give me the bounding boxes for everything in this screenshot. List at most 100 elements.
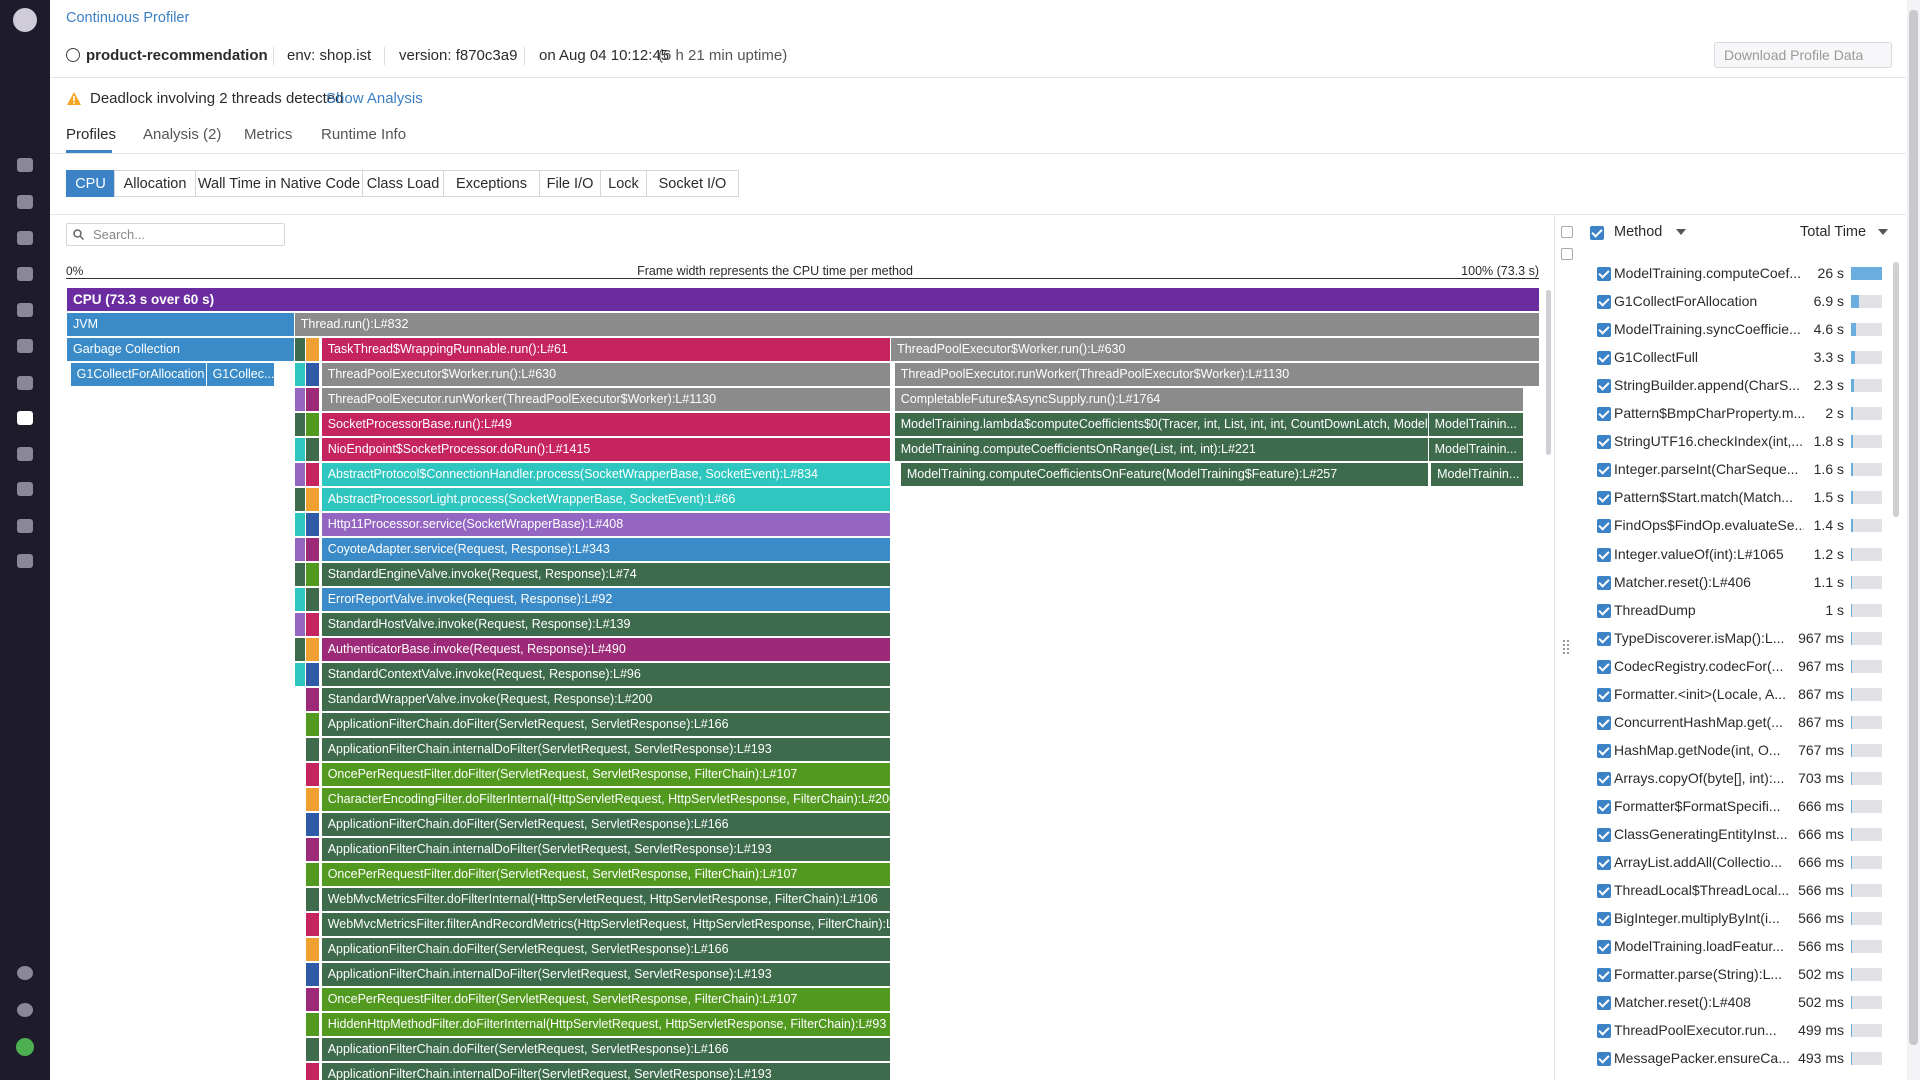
flame-frame[interactable]: StandardWrapperValve.invoke(Request, Res…: [321, 688, 891, 711]
method-checkbox[interactable]: [1597, 884, 1611, 899]
logo[interactable]: [13, 8, 37, 32]
flame-frame[interactable]: ThreadPoolExecutor.runWorker(ThreadPoolE…: [894, 363, 1540, 386]
method-header[interactable]: Method: [1614, 224, 1663, 240]
method-row[interactable]: ThreadLocal$ThreadLocal... 566 ms: [1590, 877, 1890, 905]
profile-type-button[interactable]: CPU: [66, 170, 115, 197]
method-row[interactable]: ThreadDump 1 s: [1590, 597, 1890, 625]
method-row[interactable]: ConcurrentHashMap.get(... 867 ms: [1590, 709, 1890, 737]
method-checkbox[interactable]: [1597, 996, 1611, 1011]
flame-frame[interactable]: StandardContextValve.invoke(Request, Res…: [321, 663, 891, 686]
method-checkbox[interactable]: [1597, 547, 1611, 562]
nav-icon[interactable]: [17, 339, 33, 353]
profile-type-button[interactable]: Exceptions: [443, 170, 540, 197]
flame-frame[interactable]: ApplicationFilterChain.internalDoFilter(…: [321, 738, 891, 761]
flame-frame[interactable]: ErrorReportValve.invoke(Request, Respons…: [321, 588, 891, 611]
flame-frame[interactable]: HiddenHttpMethodFilter.doFilterInternal(…: [321, 1013, 891, 1036]
flame-frame[interactable]: JVM: [67, 313, 294, 336]
search-box[interactable]: Search...: [66, 223, 285, 246]
select-all-checkbox[interactable]: [1590, 226, 1604, 240]
flame-frame[interactable]: OncePerRequestFilter.doFilter(ServletReq…: [321, 863, 891, 886]
profile-type-button[interactable]: Class Load: [362, 170, 444, 197]
flame-frame[interactable]: WebMvcMetricsFilter.filterAndRecordMetri…: [321, 913, 891, 936]
method-row[interactable]: Formatter.<init>(Locale, A... 867 ms: [1590, 681, 1890, 709]
method-checkbox[interactable]: [1597, 491, 1611, 506]
nav-icon[interactable]: [17, 519, 33, 533]
method-checkbox[interactable]: [1597, 351, 1611, 366]
method-row[interactable]: ThreadPoolExecutor.run... 499 ms: [1590, 1017, 1890, 1045]
method-checkbox[interactable]: [1597, 912, 1611, 927]
flame-scrollbar[interactable]: [1546, 290, 1551, 455]
profile-type-button[interactable]: Wall Time in Native Code: [195, 170, 363, 197]
nav-icon[interactable]: [17, 158, 33, 172]
tab[interactable]: Analysis (2): [143, 126, 222, 143]
flame-frame[interactable]: StandardHostValve.invoke(Request, Respon…: [321, 613, 891, 636]
method-row[interactable]: G1CollectForAllocation 6.9 s: [1590, 288, 1890, 316]
nav-icon[interactable]: [17, 447, 33, 461]
method-row[interactable]: Formatter.parse(String):L... 502 ms: [1590, 961, 1890, 989]
method-row[interactable]: ModelTraining.syncCoefficie... 4.6 s: [1590, 316, 1890, 344]
method-checkbox[interactable]: [1597, 1052, 1611, 1067]
flame-frame[interactable]: ThreadPoolExecutor$Worker.run():L#630: [891, 338, 1540, 361]
method-checkbox[interactable]: [1597, 687, 1611, 702]
tab[interactable]: Runtime Info: [321, 126, 407, 143]
method-row[interactable]: G1CollectFull 3.3 s: [1590, 344, 1890, 372]
nav-icon-active[interactable]: [17, 411, 33, 425]
method-scrollbar[interactable]: [1893, 262, 1899, 517]
method-row[interactable]: CodecRegistry.codecFor(... 967 ms: [1590, 653, 1890, 681]
alert-link[interactable]: Show Analysis: [326, 90, 423, 107]
flame-frame[interactable]: TaskThread$WrappingRunnable.run():L#61: [321, 338, 891, 361]
flame-frame[interactable]: ThreadPoolExecutor$Worker.run():L#630: [321, 363, 891, 386]
nav-icon[interactable]: [17, 303, 33, 317]
method-checkbox[interactable]: [1597, 743, 1611, 758]
flame-frame[interactable]: AuthenticatorBase.invoke(Request, Respon…: [321, 638, 891, 661]
flame-frame[interactable]: StandardEngineValve.invoke(Request, Resp…: [321, 563, 891, 586]
method-row[interactable]: TypeDiscoverer.isMap():L... 967 ms: [1590, 625, 1890, 653]
profile-type-button[interactable]: File I/O: [539, 170, 601, 197]
method-row[interactable]: Matcher.reset():L#406 1.1 s: [1590, 569, 1890, 597]
flame-frame[interactable]: SocketProcessorBase.run():L#49: [321, 413, 891, 436]
sort-icon[interactable]: [1676, 229, 1686, 235]
flame-frame[interactable]: Http11Processor.service(SocketWrapperBas…: [321, 513, 891, 536]
flame-frame[interactable]: ApplicationFilterChain.doFilter(ServletR…: [321, 813, 891, 836]
method-checkbox[interactable]: [1597, 771, 1611, 786]
method-row[interactable]: Arrays.copyOf(byte[], int):... 703 ms: [1590, 765, 1890, 793]
flame-frame[interactable]: CPU (73.3 s over 60 s): [67, 288, 1540, 311]
method-checkbox[interactable]: [1597, 603, 1611, 618]
nav-icon[interactable]: [17, 195, 33, 209]
flame-frame[interactable]: Garbage Collection: [67, 338, 294, 361]
method-row[interactable]: Integer.valueOf(int):L#1065 1.2 s: [1590, 541, 1890, 569]
flame-frame[interactable]: OncePerRequestFilter.doFilter(ServletReq…: [321, 763, 891, 786]
method-row[interactable]: Matcher.reset():L#408 502 ms: [1590, 989, 1890, 1017]
org-icon[interactable]: [16, 1038, 34, 1056]
method-row[interactable]: ModelTraining.computeCoef... 26 s: [1590, 260, 1890, 288]
flame-frame[interactable]: ModelTraining.computeCoefficientsOnRange…: [894, 438, 1428, 461]
method-checkbox[interactable]: [1597, 631, 1611, 646]
method-row[interactable]: Integer.parseInt(CharSeque... 1.6 s: [1590, 456, 1890, 484]
method-row[interactable]: Pattern$BmpCharProperty.m... 2 s: [1590, 400, 1890, 428]
flame-frame[interactable]: ApplicationFilterChain.internalDoFilter(…: [321, 963, 891, 986]
nav-icon[interactable]: [17, 267, 33, 281]
flame-frame[interactable]: ApplicationFilterChain.doFilter(ServletR…: [321, 713, 891, 736]
method-row[interactable]: Pattern$Start.match(Match... 1.5 s: [1590, 484, 1890, 512]
flame-frame[interactable]: CompletableFuture$AsyncSupply.run():L#17…: [894, 388, 1524, 411]
flame-frame[interactable]: ModelTrainin...: [1428, 438, 1524, 461]
method-checkbox[interactable]: [1597, 575, 1611, 590]
method-checkbox[interactable]: [1597, 856, 1611, 871]
method-checkbox[interactable]: [1597, 323, 1611, 338]
tab[interactable]: Metrics: [244, 126, 293, 143]
flame-frame[interactable]: WebMvcMetricsFilter.doFilterInternal(Htt…: [321, 888, 891, 911]
profile-type-button[interactable]: Socket I/O: [646, 170, 739, 197]
flame-frame[interactable]: OncePerRequestFilter.doFilter(ServletReq…: [321, 988, 891, 1011]
method-checkbox[interactable]: [1597, 968, 1611, 983]
method-row[interactable]: ClassGeneratingEntityInst... 666 ms: [1590, 821, 1890, 849]
flame-frame[interactable]: ModelTraining.computeCoefficientsOnFeatu…: [900, 463, 1428, 486]
user-icon[interactable]: [17, 1003, 33, 1017]
expand-icon[interactable]: [1561, 248, 1573, 260]
flame-frame[interactable]: NioEndpoint$SocketProcessor.doRun():L#14…: [321, 438, 891, 461]
method-checkbox[interactable]: [1597, 715, 1611, 730]
method-row[interactable]: StringUTF16.checkIndex(int,... 1.8 s: [1590, 428, 1890, 456]
flame-frame[interactable]: ModelTrainin...: [1428, 413, 1524, 436]
flame-frame[interactable]: Thread.run():L#832: [294, 313, 1540, 336]
flame-frame[interactable]: ModelTraining.lambda$computeCoefficients…: [894, 413, 1428, 436]
breadcrumb[interactable]: Continuous Profiler: [66, 10, 190, 26]
